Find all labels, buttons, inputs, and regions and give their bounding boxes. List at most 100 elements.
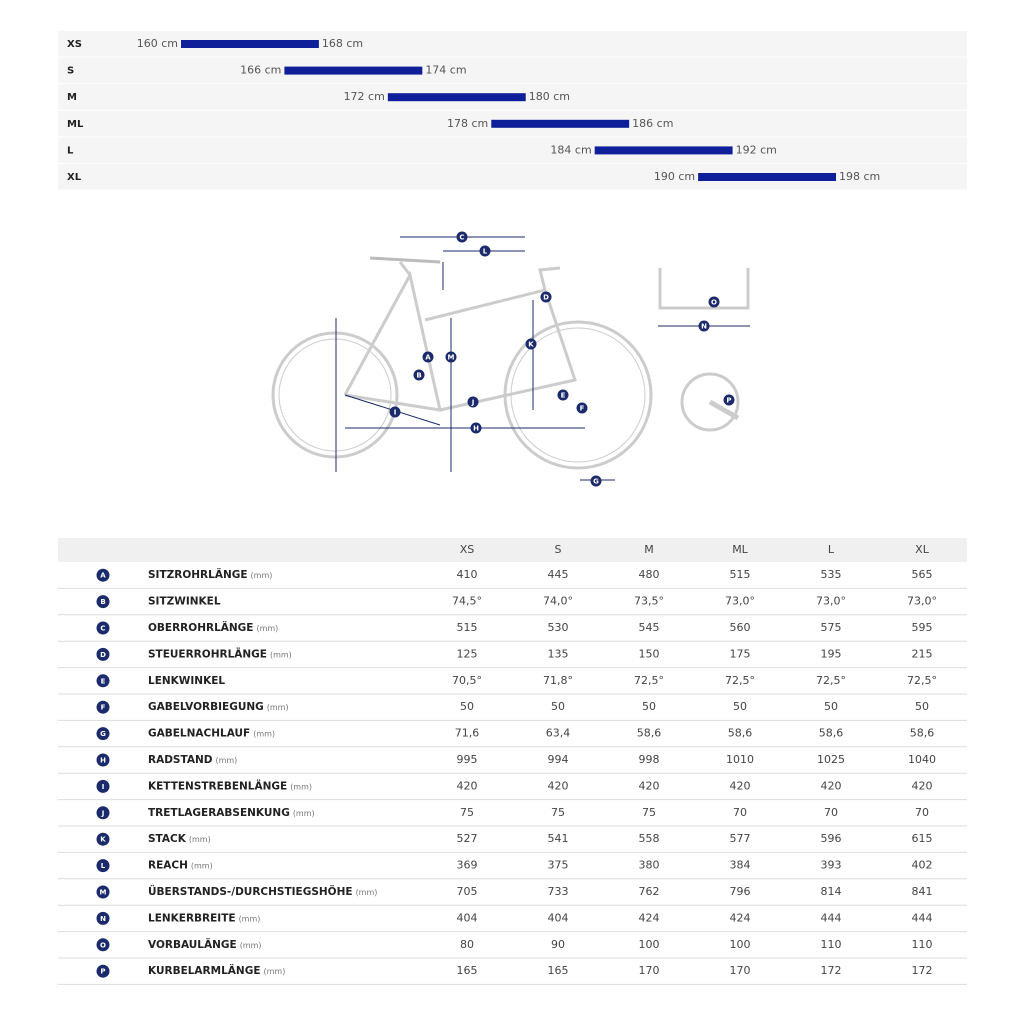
measure-value: 110 — [821, 938, 842, 951]
diagram-letter: A — [425, 354, 431, 362]
measure-value: 58,6 — [910, 727, 935, 740]
letter: O — [100, 941, 106, 949]
letter: M — [100, 889, 107, 897]
measure-value: 73,0° — [907, 595, 937, 608]
letter: D — [100, 651, 106, 659]
measure-value: 170 — [730, 964, 751, 977]
diagram-badge — [708, 296, 720, 308]
measure-name: LENKWINKEL — [148, 675, 225, 687]
measure-value: 404 — [548, 911, 569, 924]
column-header: L — [828, 543, 835, 556]
measure-value: 575 — [821, 621, 842, 634]
measure-value: 420 — [457, 779, 478, 792]
unit: (mm) — [356, 888, 378, 897]
letter: E — [101, 677, 106, 685]
measure-value: 762 — [639, 885, 660, 898]
letter: B — [100, 598, 105, 606]
measure-name: TRETLAGERABSENKUNG (mm) — [148, 807, 315, 819]
measure-value: 402 — [912, 859, 933, 872]
measure-value: 565 — [912, 568, 933, 581]
measure-value: 80 — [460, 938, 474, 951]
column-header: XS — [460, 543, 475, 556]
measure-value: 705 — [457, 885, 478, 898]
letter: H — [100, 757, 106, 765]
measure-value: 125 — [457, 647, 478, 660]
letter-badge — [96, 779, 110, 793]
letter-badge — [96, 832, 110, 846]
measure-value: 72,5° — [907, 674, 937, 687]
measure-value: 72,5° — [725, 674, 755, 687]
diagram-badge — [590, 475, 602, 487]
diagram-letter: E — [561, 392, 566, 400]
diagram-badge — [413, 369, 425, 381]
measure-name: STEUERROHRLÄNGE (mm) — [148, 646, 292, 660]
measure-value: 70 — [824, 806, 838, 819]
diagram-letter: J — [471, 399, 475, 407]
letter: P — [100, 968, 105, 976]
size-bar — [491, 119, 630, 128]
letter-badge — [96, 568, 110, 582]
size-label: L — [67, 145, 74, 156]
measure-value: 73,5° — [634, 595, 664, 608]
measure-name: OBERROHRLÄNGE (mm) — [148, 620, 278, 634]
diagram-badge — [576, 402, 588, 414]
measure-value: 515 — [457, 621, 478, 634]
diagram-badge — [467, 396, 479, 408]
diagram-letter: K — [528, 341, 534, 349]
measure-name: REACH (mm) — [148, 860, 213, 872]
size-bar — [387, 93, 526, 102]
measure-value: 71,6 — [455, 727, 480, 740]
measure-value: 75 — [642, 806, 656, 819]
size-row — [58, 57, 967, 84]
diagram-letter: G — [593, 478, 599, 486]
measure-value: 75 — [460, 806, 474, 819]
size-min: 178 cm — [447, 117, 488, 130]
measure-value: 172 — [821, 964, 842, 977]
diagram-badge — [525, 338, 537, 350]
measure-value: 841 — [912, 885, 933, 898]
unit: (mm) — [293, 808, 315, 817]
unit: (mm) — [251, 571, 273, 580]
measure-value: 380 — [639, 859, 660, 872]
measure-value: 74,5° — [452, 595, 482, 608]
size-bar — [594, 146, 733, 155]
letter: F — [101, 704, 106, 712]
measure-value: 558 — [639, 832, 660, 845]
letter-badge — [96, 727, 110, 741]
measure-value: 110 — [912, 938, 933, 951]
letter-badge — [96, 595, 110, 609]
letter: K — [100, 836, 106, 844]
measure-value: 72,5° — [816, 674, 846, 687]
letter-badge — [96, 938, 110, 952]
bike-diagram — [271, 256, 750, 470]
diagram-badge — [540, 291, 552, 303]
measure-value: 445 — [548, 568, 569, 581]
measure-value: 150 — [639, 647, 660, 660]
measure-value: 615 — [912, 832, 933, 845]
measure-value: 998 — [639, 753, 660, 766]
size-max: 192 cm — [736, 143, 777, 156]
measure-value: 545 — [639, 621, 660, 634]
measure-name: LENKERBREITE (mm) — [148, 912, 260, 924]
letter-badge — [96, 911, 110, 925]
measure-value: 170 — [639, 964, 660, 977]
size-min: 184 cm — [550, 143, 591, 156]
size-max: 174 cm — [425, 64, 466, 77]
measure-name: ÜBERSTANDS-/DURCHSTIEGSHÖHE (mm) — [148, 884, 377, 898]
letter-badge — [96, 885, 110, 899]
diagram-badge — [723, 394, 735, 406]
measure-value: 90 — [551, 938, 565, 951]
size-bar — [698, 173, 836, 181]
letter-badge — [96, 647, 110, 661]
letter-badge — [96, 753, 110, 767]
letter: J — [101, 809, 105, 817]
diagram-letter: I — [394, 409, 397, 417]
measure-value: 796 — [730, 885, 751, 898]
diagram-letter: O — [711, 299, 717, 307]
measure-value: 63,4 — [546, 727, 571, 740]
measure-value: 172 — [912, 964, 933, 977]
measure-value: 100 — [639, 938, 660, 951]
measure-value: 527 — [457, 832, 478, 845]
unit: (mm) — [264, 967, 286, 976]
